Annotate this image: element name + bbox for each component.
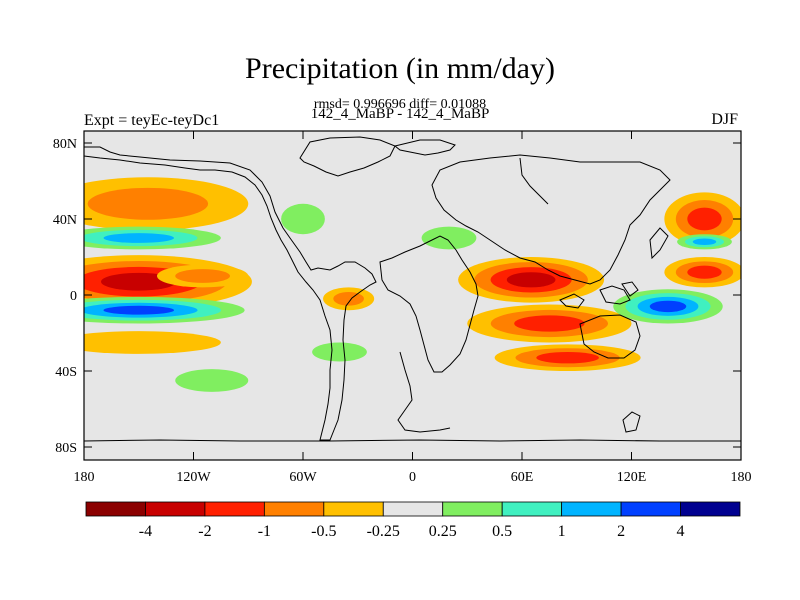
plot-title: Precipitation (in mm/day) bbox=[245, 52, 555, 85]
colorbar-label: -0.25 bbox=[367, 523, 400, 540]
colorbar-swatch bbox=[442, 501, 503, 517]
contour-fill bbox=[103, 233, 174, 243]
colorbar-swatch bbox=[501, 501, 563, 517]
colorbar-label: 1 bbox=[558, 523, 566, 540]
colorbar-label: 0.5 bbox=[492, 523, 512, 540]
lat-label: 0 bbox=[70, 289, 77, 304]
anomaly-region-indian-south-dry bbox=[467, 304, 632, 343]
contour-fill bbox=[536, 352, 599, 364]
contour-fill bbox=[175, 369, 249, 392]
contour-fill bbox=[649, 300, 687, 313]
anomaly-region-pacific-equator-wet bbox=[84, 296, 245, 324]
contour-fill bbox=[687, 207, 722, 231]
case-names: 142_4_MaBP - 142_4_MaBP bbox=[310, 106, 490, 122]
contour-fill bbox=[506, 272, 556, 288]
anomaly-region-maritime-wet bbox=[613, 289, 723, 324]
colorbar-swatch bbox=[85, 501, 146, 517]
colorbar-swatch bbox=[680, 501, 741, 517]
anomaly-region-southern-ocean-wet bbox=[175, 369, 249, 392]
lon-label: 180 bbox=[731, 470, 752, 485]
colorbar-swatch bbox=[145, 501, 206, 517]
colorbar-swatch bbox=[382, 501, 444, 517]
lat-label: 40N bbox=[53, 213, 77, 228]
anomaly-field bbox=[84, 177, 741, 392]
anomaly-region-africa-indian-dry bbox=[458, 257, 605, 303]
lat-label: 40S bbox=[55, 365, 77, 380]
lon-label: 180 bbox=[74, 470, 95, 485]
lon-label: 60W bbox=[289, 470, 317, 485]
anomaly-region-atlantic-north-wet bbox=[281, 203, 325, 235]
anomaly-region-south-pacific-dry bbox=[84, 331, 221, 354]
anomaly-region-nw-pacific-dry bbox=[664, 192, 741, 246]
colorbar-label: 0.25 bbox=[429, 523, 457, 540]
colorbar-label: -2 bbox=[198, 523, 211, 540]
colorbar-swatch bbox=[323, 501, 384, 517]
contour-fill bbox=[421, 226, 477, 250]
lat-label: 80S bbox=[55, 441, 77, 456]
anomaly-region-north-pacific-dry bbox=[84, 177, 249, 231]
rmsd-diff-stats: rmsd= 0.996696 diff= 0.01088 bbox=[313, 97, 487, 112]
contour-fill bbox=[103, 305, 175, 315]
anomaly-region-pacific-west-dry bbox=[664, 257, 741, 288]
season-label: DJF bbox=[711, 111, 738, 128]
contour-fill bbox=[514, 315, 585, 332]
contour-fill bbox=[312, 342, 367, 362]
colorbar-swatch bbox=[620, 501, 681, 517]
contour-fill bbox=[687, 265, 722, 279]
contour-fill bbox=[333, 291, 364, 306]
anomaly-region-nw-pacific-wet bbox=[677, 234, 732, 250]
colorbar-swatch bbox=[204, 501, 265, 517]
anomaly-region-atlantic-dry bbox=[323, 287, 375, 311]
lon-label: 0 bbox=[409, 470, 416, 485]
lon-label: 60E bbox=[511, 470, 534, 485]
contour-fill bbox=[84, 331, 221, 354]
contour-fill bbox=[175, 269, 230, 283]
anomaly-region-north-pacific-wet bbox=[84, 226, 221, 250]
colorbar-label: -4 bbox=[139, 523, 152, 540]
lat-label: 80N bbox=[53, 137, 77, 152]
contour-fill bbox=[281, 203, 325, 235]
anomaly-region-asia-wet bbox=[421, 226, 477, 250]
lon-label: 120E bbox=[617, 470, 647, 485]
lon-label: 120W bbox=[176, 470, 211, 485]
contour-fill bbox=[692, 238, 717, 246]
anomaly-region-south-atlantic-wet bbox=[312, 342, 367, 362]
colorbar-swatch bbox=[561, 501, 622, 517]
contour-fill bbox=[87, 187, 209, 220]
colorbar-swatch bbox=[263, 501, 325, 517]
anomaly-region-eastern-pacific-dry bbox=[157, 264, 249, 288]
colorbar-label: -1 bbox=[258, 523, 271, 540]
axis-ticks: 80N 40N 0 40S 80S 180 120W 60W 0 60E 120E 180 bbox=[53, 131, 752, 485]
anomaly-region-southern-indian-dry bbox=[494, 344, 641, 372]
colorbar-label: -0.5 bbox=[311, 523, 336, 540]
experiment-label: Expt = teyEc-teyDc1 bbox=[84, 112, 220, 129]
colorbar-label: 4 bbox=[677, 523, 685, 540]
colorbar: -4 -2 -1 -0.5 -0.25 0.25 0.5 1 2 4 bbox=[85, 501, 741, 540]
colorbar-label: 2 bbox=[617, 523, 625, 540]
coastlines bbox=[84, 136, 741, 442]
